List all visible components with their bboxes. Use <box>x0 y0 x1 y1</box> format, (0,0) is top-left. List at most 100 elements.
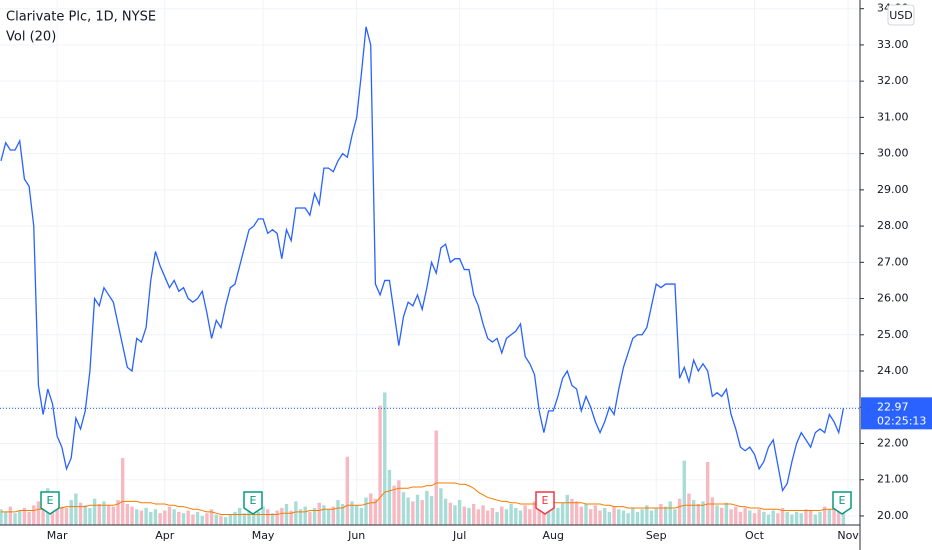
volume-bar <box>720 507 724 525</box>
volume-bar <box>303 506 307 525</box>
volume-bar <box>822 506 827 525</box>
volume-bar <box>172 509 176 525</box>
volume-bar <box>331 506 335 525</box>
volume-bar <box>837 510 841 525</box>
currency-box[interactable] <box>887 4 915 26</box>
volume-bar <box>247 510 251 525</box>
volume-bar <box>364 497 368 525</box>
volume-bar <box>326 509 331 525</box>
earnings-marker <box>832 491 852 515</box>
x-tick-label: Apr <box>155 529 175 542</box>
volume-bar <box>654 507 658 525</box>
volume-bar <box>453 505 457 525</box>
volume-bar <box>818 511 822 525</box>
x-tick-label: Oct <box>745 529 765 542</box>
volume-bar <box>631 507 635 525</box>
volume-bar <box>317 502 321 525</box>
volume-bar <box>392 485 396 525</box>
volume-bar <box>790 514 794 525</box>
volume-bar <box>766 514 771 525</box>
volume-bar <box>743 507 747 525</box>
volume-bar <box>687 493 691 525</box>
volume-bar <box>60 506 64 525</box>
volume-bar <box>18 510 22 525</box>
volume-bar <box>406 497 410 525</box>
y-tick-label: 32.00 <box>877 74 909 87</box>
volume-bar <box>579 506 584 525</box>
volume-bar <box>97 504 101 525</box>
earnings-label: E <box>839 494 846 507</box>
last-price-label: 22.97 <box>877 400 909 413</box>
volume-bar <box>401 492 406 525</box>
volume-bar <box>434 430 438 525</box>
volume-bar <box>808 510 813 525</box>
volume-bar <box>149 511 153 525</box>
volume-bar <box>593 505 598 525</box>
volume-bar <box>284 504 289 525</box>
volume-bar <box>200 515 204 525</box>
volume-bar <box>308 511 312 525</box>
volume-bar <box>106 505 111 525</box>
volume-bar <box>771 510 775 525</box>
volume-bar <box>748 510 752 525</box>
volume-bar <box>673 509 677 525</box>
volume-bar <box>345 456 350 525</box>
earnings-marker <box>243 491 263 515</box>
volume-bar <box>256 511 261 525</box>
volume-bar <box>556 507 560 525</box>
volume-bar <box>532 501 537 525</box>
volume-bar <box>383 392 387 525</box>
x-tick-label: Jul <box>452 529 466 542</box>
last-price-box <box>861 397 932 430</box>
volume-ma-line <box>1 482 844 515</box>
volume-bar <box>397 480 401 525</box>
volume-bar <box>734 506 738 525</box>
price-line <box>0 26 845 493</box>
volume-bar <box>167 506 172 525</box>
y-tick-label: 21.00 <box>877 473 909 486</box>
volume-bar <box>509 504 513 525</box>
volume-bar <box>111 506 116 525</box>
volume-bar <box>64 507 69 525</box>
y-tick-label: 30.00 <box>877 147 909 160</box>
volume-bar <box>219 515 223 525</box>
volume-bar <box>523 505 527 525</box>
y-tick-label: 25.00 <box>877 328 909 341</box>
earnings-marker <box>40 491 60 515</box>
volume-bar <box>617 509 621 525</box>
y-tick-label: 26.00 <box>877 292 909 305</box>
volume-bar <box>3 511 8 525</box>
volume-bar <box>294 501 298 525</box>
volume-bar <box>312 507 317 525</box>
volume-bar <box>195 511 200 525</box>
volume-bar <box>153 509 158 525</box>
volume-bar <box>420 500 424 525</box>
volume-bar <box>729 509 733 525</box>
volume-bar <box>668 501 672 525</box>
volume-legend: Vol (20) <box>6 30 56 45</box>
volume-bar <box>841 506 846 525</box>
volume-bar <box>359 507 364 525</box>
volume-bar <box>612 506 616 525</box>
volume-bar <box>13 513 17 525</box>
volume-bar <box>724 502 729 525</box>
earnings-label: E <box>47 494 54 507</box>
y-tick-label: 27.00 <box>877 255 909 268</box>
volume-bar <box>336 500 340 525</box>
volume-bar <box>701 501 705 525</box>
volume-bar <box>88 507 92 525</box>
y-tick-label: 33.00 <box>877 38 909 51</box>
volume-bar <box>27 511 31 525</box>
volume-bar <box>280 507 284 525</box>
volume-bar <box>266 509 270 525</box>
y-tick-label: 31.00 <box>877 110 909 123</box>
volume-bar <box>696 504 701 525</box>
volume-bar <box>645 505 649 525</box>
volume-bar <box>659 504 663 525</box>
volume-bar <box>78 502 83 525</box>
volume-bar <box>0 509 3 525</box>
currency[interactable]: USD <box>889 9 913 22</box>
volume-bar <box>125 504 130 525</box>
volume-bar <box>439 488 443 525</box>
